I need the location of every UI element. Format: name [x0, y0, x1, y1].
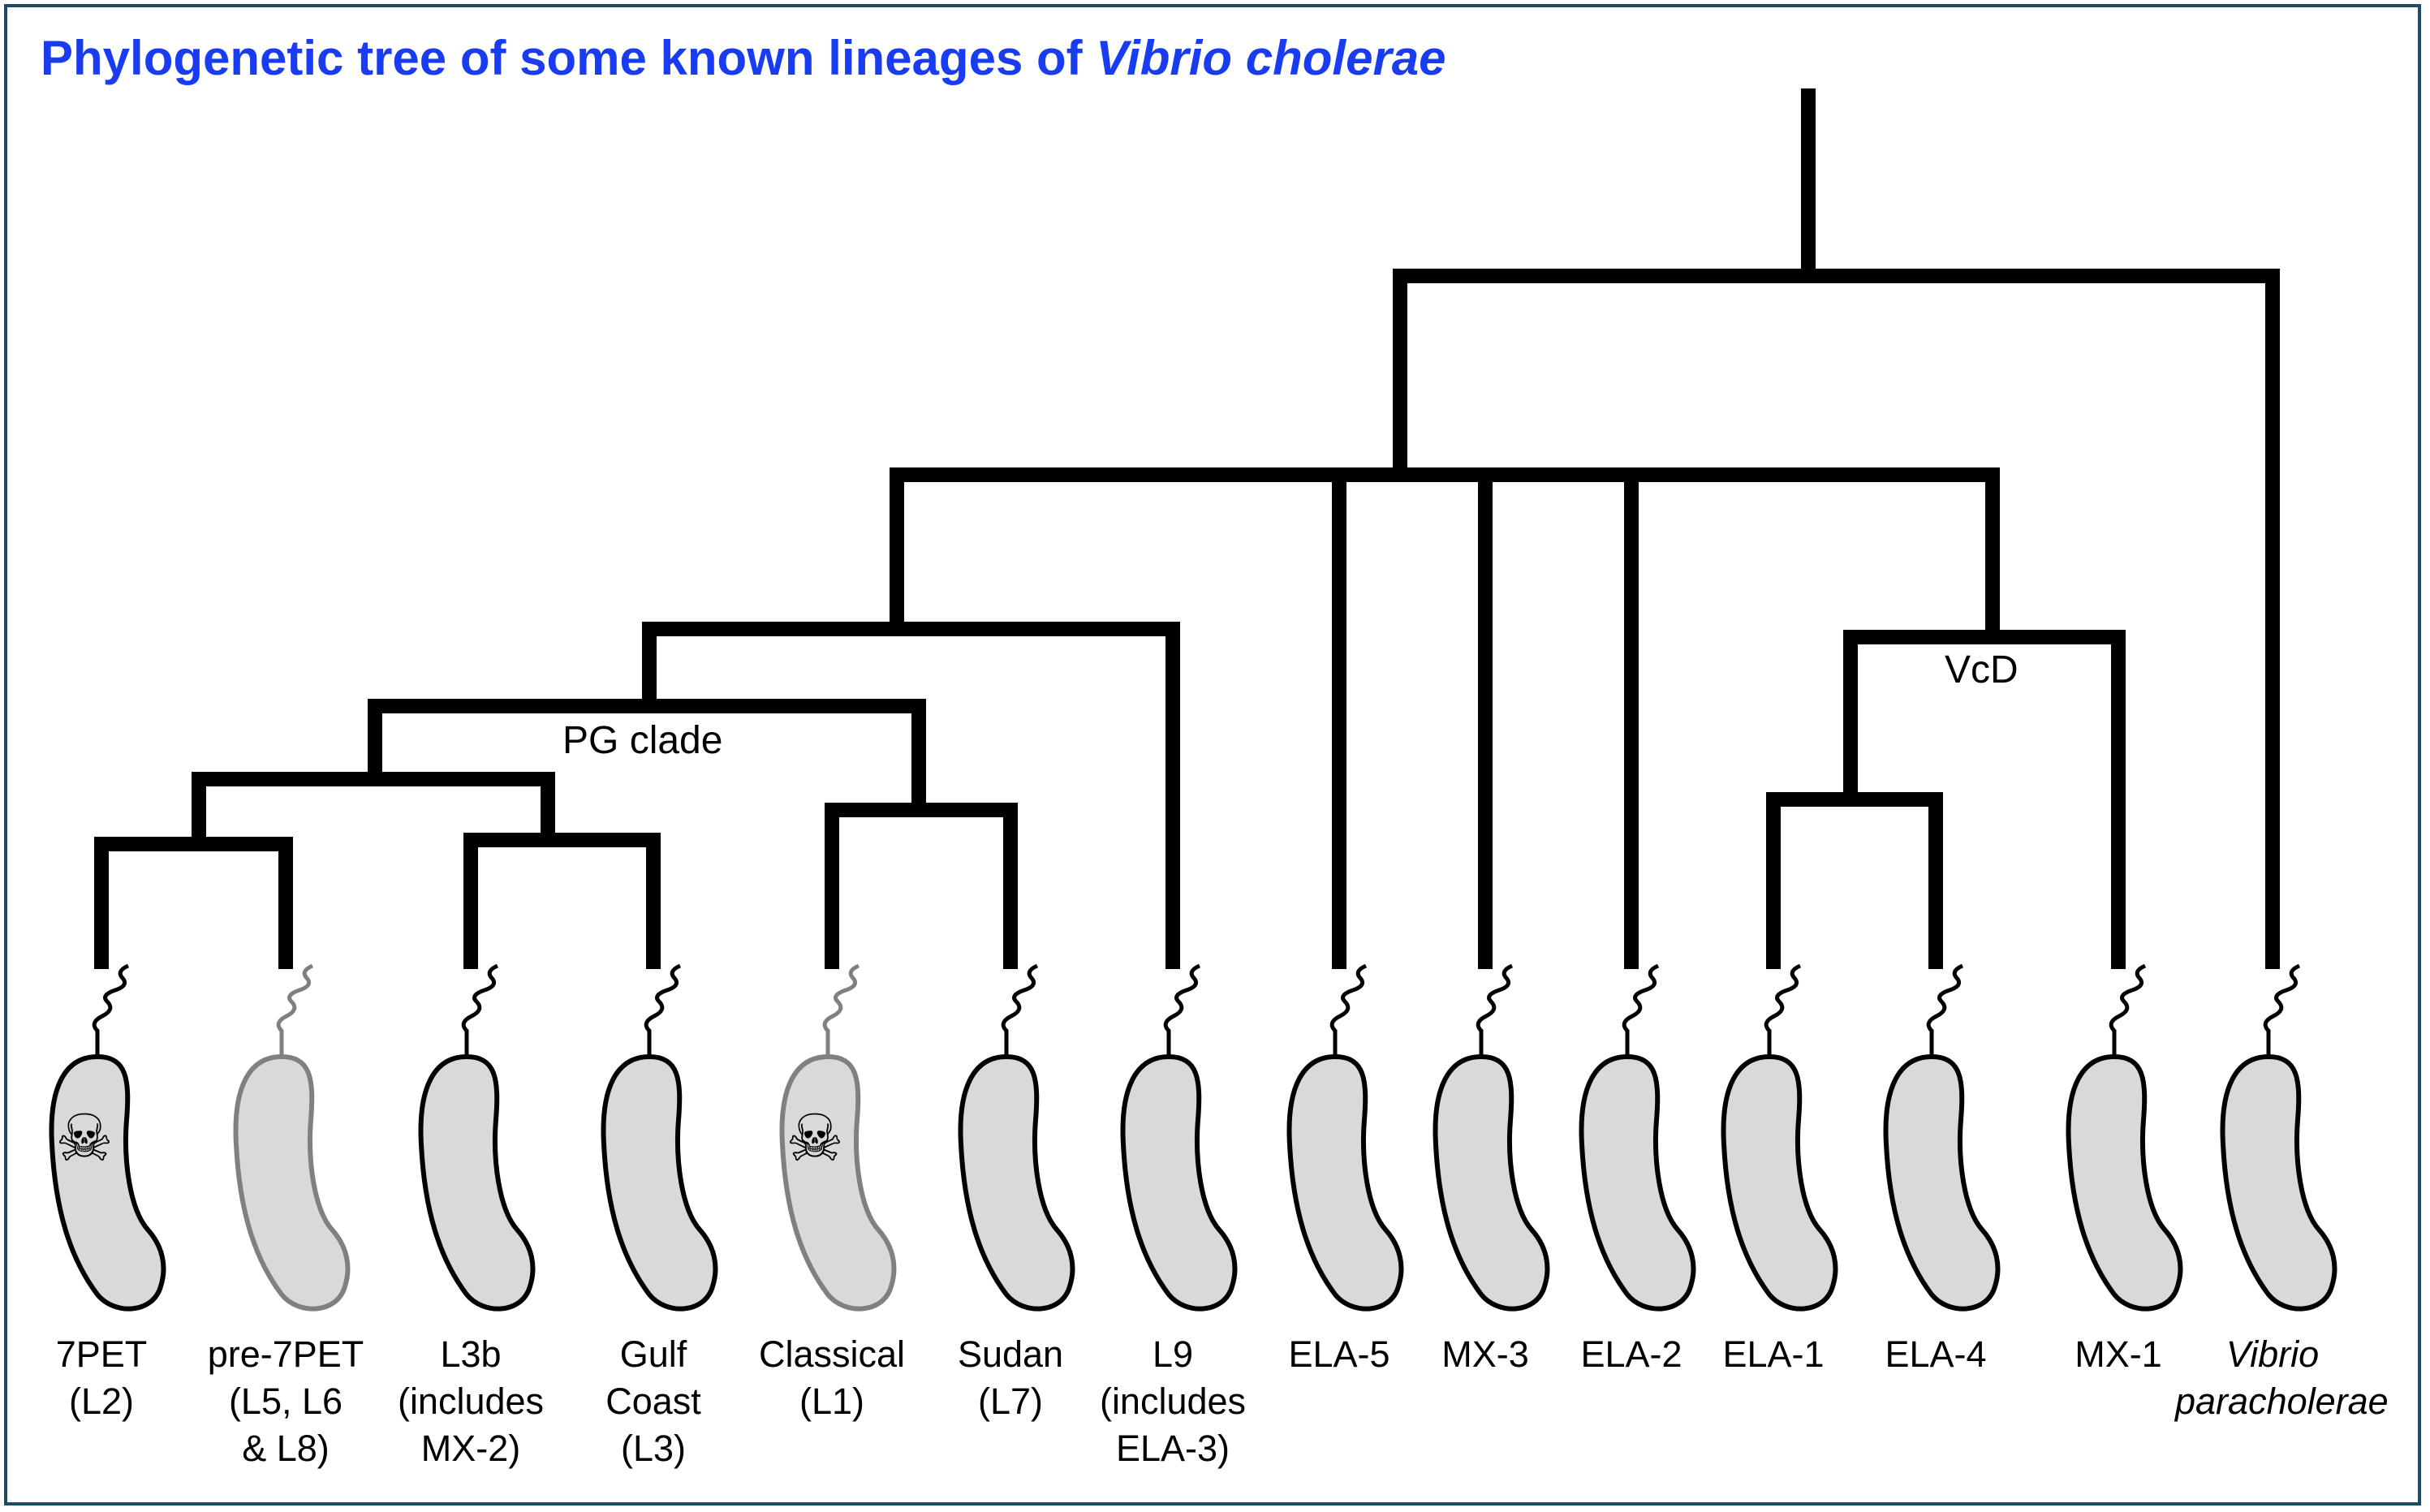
flagellum	[1622, 963, 1660, 1055]
lineage-label-line: Coast	[605, 1381, 701, 1422]
flagellum	[1476, 963, 1514, 1055]
title-species: Vibrio cholerae	[1096, 31, 1446, 85]
lineage-label-line: (L7)	[977, 1381, 1044, 1422]
lineage-label-line: MX-2)	[420, 1428, 521, 1469]
cell-body	[2066, 1053, 2183, 1312]
lineage-label-mx1: MX-1	[2021, 1331, 2216, 1378]
lineage-label-line: Classical	[758, 1333, 906, 1375]
flagellum	[92, 963, 130, 1055]
flagellum	[2109, 963, 2147, 1055]
diagram-title: Phylogenetic tree of some known lineages…	[41, 29, 1446, 88]
clade-label-pg: PG clade	[562, 719, 723, 762]
lineage-label-7pet: 7PET (L2)	[4, 1331, 199, 1425]
flagellum	[1926, 963, 1964, 1055]
cell-body	[779, 1053, 897, 1312]
cell-body	[418, 1053, 536, 1312]
lineage-label-ela5: ELA-5	[1242, 1331, 1437, 1378]
bacterium-vpara	[2220, 963, 2337, 1312]
lineage-label-line: (L5, L6	[228, 1381, 343, 1422]
lineage-label-line: Sudan	[957, 1333, 1064, 1375]
bacterium-ela1	[1721, 963, 1838, 1312]
lineage-label-pre7pet: pre-7PET (L5, L6 & L8)	[188, 1331, 383, 1472]
bacterium-7pet: ☠	[49, 963, 166, 1312]
bacterium-pre7pet	[233, 963, 351, 1312]
tree-branches	[94, 88, 2280, 969]
cell-body	[1433, 1053, 1550, 1312]
title-text: Phylogenetic tree of some known lineages…	[41, 31, 1097, 85]
clade-label-vcd: VcD	[1945, 648, 2019, 691]
flagellum	[644, 963, 682, 1055]
flagellum	[1163, 963, 1201, 1055]
lineage-label-gulf: Gulf Coast (L3)	[556, 1331, 751, 1472]
cell-body	[958, 1053, 1075, 1312]
flagellum	[1764, 963, 1802, 1055]
lineage-label-line: pre-7PET	[207, 1333, 364, 1375]
cell-body	[233, 1053, 351, 1312]
flagellum	[461, 963, 499, 1055]
skull-crossbones-icon: ☠	[55, 1101, 114, 1176]
lineage-label-line: L3b	[440, 1333, 502, 1375]
lineage-label-sudan: Sudan (L7)	[913, 1331, 1108, 1425]
lineage-label-ela1: ELA-1	[1676, 1331, 1871, 1378]
bacterium-sudan	[958, 963, 1075, 1312]
figure-frame	[4, 4, 2421, 1506]
bacterium-ela4	[1883, 963, 2001, 1312]
lineage-label-line: (L1)	[799, 1381, 865, 1422]
bacterium-ela2	[1579, 963, 1696, 1312]
lineage-label-line: MX-1	[2075, 1333, 2162, 1375]
cell-body	[1721, 1053, 1838, 1312]
lineage-label-mx3: MX-3	[1388, 1331, 1583, 1378]
bacterium-l9	[1120, 963, 1238, 1312]
lineage-label-line: & L8)	[242, 1428, 330, 1469]
bacterium-mx3	[1433, 963, 1550, 1312]
lineage-label-line: MX-3	[1441, 1333, 1529, 1375]
lineage-label-line: ELA-1	[1722, 1333, 1825, 1375]
bacterium-ela5	[1286, 963, 1404, 1312]
cell-body	[1120, 1053, 1238, 1312]
bacterium-classical: ☠	[779, 963, 897, 1312]
lineage-label-line: ELA-2	[1580, 1333, 1682, 1375]
lineage-label-line: Vibrio	[2225, 1333, 2320, 1375]
lineage-label-line: (L3)	[620, 1428, 687, 1469]
flagellum	[1001, 963, 1039, 1055]
skull-crossbones-icon: ☠	[786, 1101, 844, 1176]
cell-body	[2220, 1053, 2337, 1312]
bacterium-gulf	[601, 963, 718, 1312]
lineage-label-line: ELA-3)	[1115, 1428, 1230, 1469]
cell-body	[1286, 1053, 1404, 1312]
lineage-label-ela2: ELA-2	[1534, 1331, 1729, 1378]
lineage-label-line: (L2)	[68, 1381, 135, 1422]
lineage-label-line: paracholerae	[2175, 1381, 2389, 1422]
lineage-label-l3b: L3b (includes MX-2)	[373, 1331, 568, 1472]
lineage-label-line: (includes	[1099, 1381, 1247, 1422]
lineage-label-vpara: Vibrio paracholerae	[2175, 1331, 2389, 1425]
bacterium-l3b	[418, 963, 536, 1312]
flagellum	[276, 963, 314, 1055]
lineage-label-line: Gulf	[619, 1333, 687, 1375]
lineage-label-line: 7PET	[55, 1333, 148, 1375]
lineage-label-line: ELA-5	[1288, 1333, 1390, 1375]
cell-body	[49, 1053, 166, 1312]
cell-body	[601, 1053, 718, 1312]
lineage-label-classical: Classical (L1)	[735, 1331, 929, 1425]
flagellum	[822, 963, 860, 1055]
cell-body	[1579, 1053, 1696, 1312]
lineage-label-l9: L9 (includes ELA-3)	[1075, 1331, 1270, 1472]
cell-body	[1883, 1053, 2001, 1312]
lineage-label-line: L9	[1152, 1333, 1194, 1375]
bacterium-mx1	[2066, 963, 2183, 1312]
lineage-label-line: ELA-4	[1885, 1333, 1987, 1375]
flagellum	[2263, 963, 2301, 1055]
lineage-label-line: (includes	[397, 1381, 545, 1422]
bacteria-row: ☠ ☠	[49, 963, 2337, 1312]
lineage-label-ela4: ELA-4	[1838, 1331, 2033, 1378]
flagellum	[1329, 963, 1368, 1055]
